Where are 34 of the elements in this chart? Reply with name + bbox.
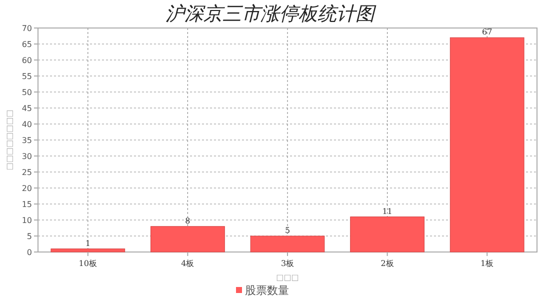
bar (250, 236, 325, 252)
y-tick-label: 0 (26, 248, 32, 257)
x-tick-label: 10板 (78, 259, 97, 268)
y-tick-label: 35 (22, 136, 32, 145)
data-label: 1 (85, 238, 90, 248)
y-tick-label: 65 (22, 40, 32, 49)
legend-label: 股票数量 (245, 284, 289, 297)
x-tick-label: 1板 (480, 259, 494, 268)
y-tick-label: 10 (22, 216, 32, 225)
bar (50, 248, 126, 252)
y-tick-label: 15 (22, 200, 32, 209)
data-label: 5 (284, 226, 290, 235)
x-tick-label: 3板 (280, 259, 294, 268)
y-tick-label: 45 (22, 104, 32, 113)
x-axis-title: □□□ (276, 273, 299, 282)
y-tick-label: 5 (26, 232, 32, 241)
data-label: 11 (382, 206, 392, 216)
x-tick-label: 2板 (380, 259, 394, 268)
bar (350, 216, 424, 252)
y-tick-label: 30 (22, 152, 32, 161)
bar (450, 37, 524, 252)
y-tick-label: 55 (22, 72, 32, 81)
chart-title: 沪深京三市涨停板统计图 (166, 3, 376, 25)
y-tick-label: 60 (22, 56, 32, 65)
y-tick-label: 50 (22, 88, 32, 97)
bar (150, 226, 225, 252)
x-tick-label: 4板 (181, 259, 194, 268)
data-label: 8 (185, 216, 190, 226)
y-axis-title: □□□□□□□□ (5, 110, 14, 170)
y-tick-label: 70 (22, 24, 32, 33)
y-tick-label: 25 (22, 168, 32, 177)
y-tick-label: 40 (22, 120, 32, 129)
data-label: 67 (482, 28, 492, 37)
y-tick-label: 20 (22, 184, 32, 193)
